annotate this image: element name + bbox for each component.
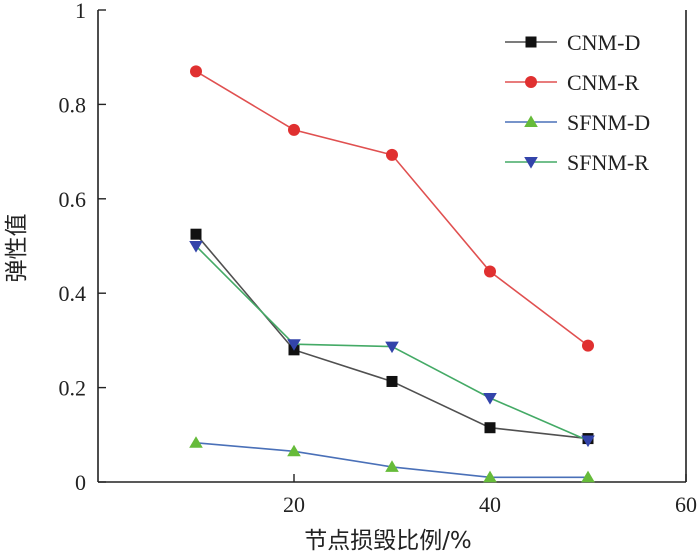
- data-point: [189, 241, 203, 253]
- data-point: [484, 422, 496, 434]
- y-tick-label: 1: [75, 0, 86, 23]
- data-point: [581, 435, 595, 448]
- x-tick-label: 40: [479, 492, 501, 517]
- legend-marker: [525, 36, 537, 48]
- legend-item-sfnm-r: SFNM-R: [505, 150, 649, 175]
- legend-label: CNM-R: [567, 70, 639, 95]
- series-line: [195, 233, 589, 440]
- data-point: [483, 393, 497, 405]
- y-tick-label: 0.6: [59, 187, 87, 212]
- data-point: [483, 470, 497, 483]
- x-axis-title: 节点损毁比例/%: [304, 528, 472, 554]
- series-layer: [189, 65, 595, 483]
- series-cnm-d: [190, 228, 594, 445]
- legend-label: SFNM-R: [567, 150, 649, 175]
- legend: CNM-D CNM-R SFNM-D SFNM-R: [505, 30, 650, 175]
- data-point: [386, 375, 398, 387]
- legend-item-cnm-r: CNM-R: [505, 70, 639, 95]
- y-tick-label: 0: [75, 470, 86, 495]
- y-tick-label: 0.4: [59, 281, 87, 306]
- legend-marker: [524, 115, 538, 127]
- x-tick-label: 20: [283, 492, 305, 517]
- y-tick-label: 0.8: [59, 92, 87, 117]
- legend-label: CNM-D: [567, 30, 640, 55]
- data-point: [190, 228, 202, 240]
- x-tick-label: 60: [675, 492, 697, 517]
- legend-item-cnm-d: CNM-D: [505, 30, 640, 55]
- data-point: [287, 339, 301, 351]
- legend-item-sfnm-d: SFNM-D: [505, 110, 650, 135]
- legend-marker: [524, 157, 538, 169]
- data-point: [287, 444, 301, 457]
- series-line: [195, 442, 588, 479]
- legend-label: SFNM-D: [567, 110, 650, 135]
- legend-marker: [525, 76, 537, 88]
- y-tick-label: 0.2: [59, 376, 87, 401]
- data-point: [582, 339, 594, 352]
- series-sfnm-r: [189, 241, 595, 448]
- series-sfnm-d: [189, 436, 595, 483]
- y-axis-title: 弹性值: [4, 214, 30, 283]
- series-cnm-r: [190, 65, 594, 352]
- data-point: [189, 436, 203, 448]
- data-point: [386, 148, 398, 161]
- data-point: [484, 265, 496, 278]
- data-point: [288, 123, 300, 136]
- data-point: [581, 470, 595, 483]
- data-point: [385, 460, 399, 472]
- data-point: [190, 65, 202, 78]
- y-ticks: 0 0.2 0.4 0.6 0.8 1: [59, 0, 106, 495]
- data-point: [385, 341, 399, 354]
